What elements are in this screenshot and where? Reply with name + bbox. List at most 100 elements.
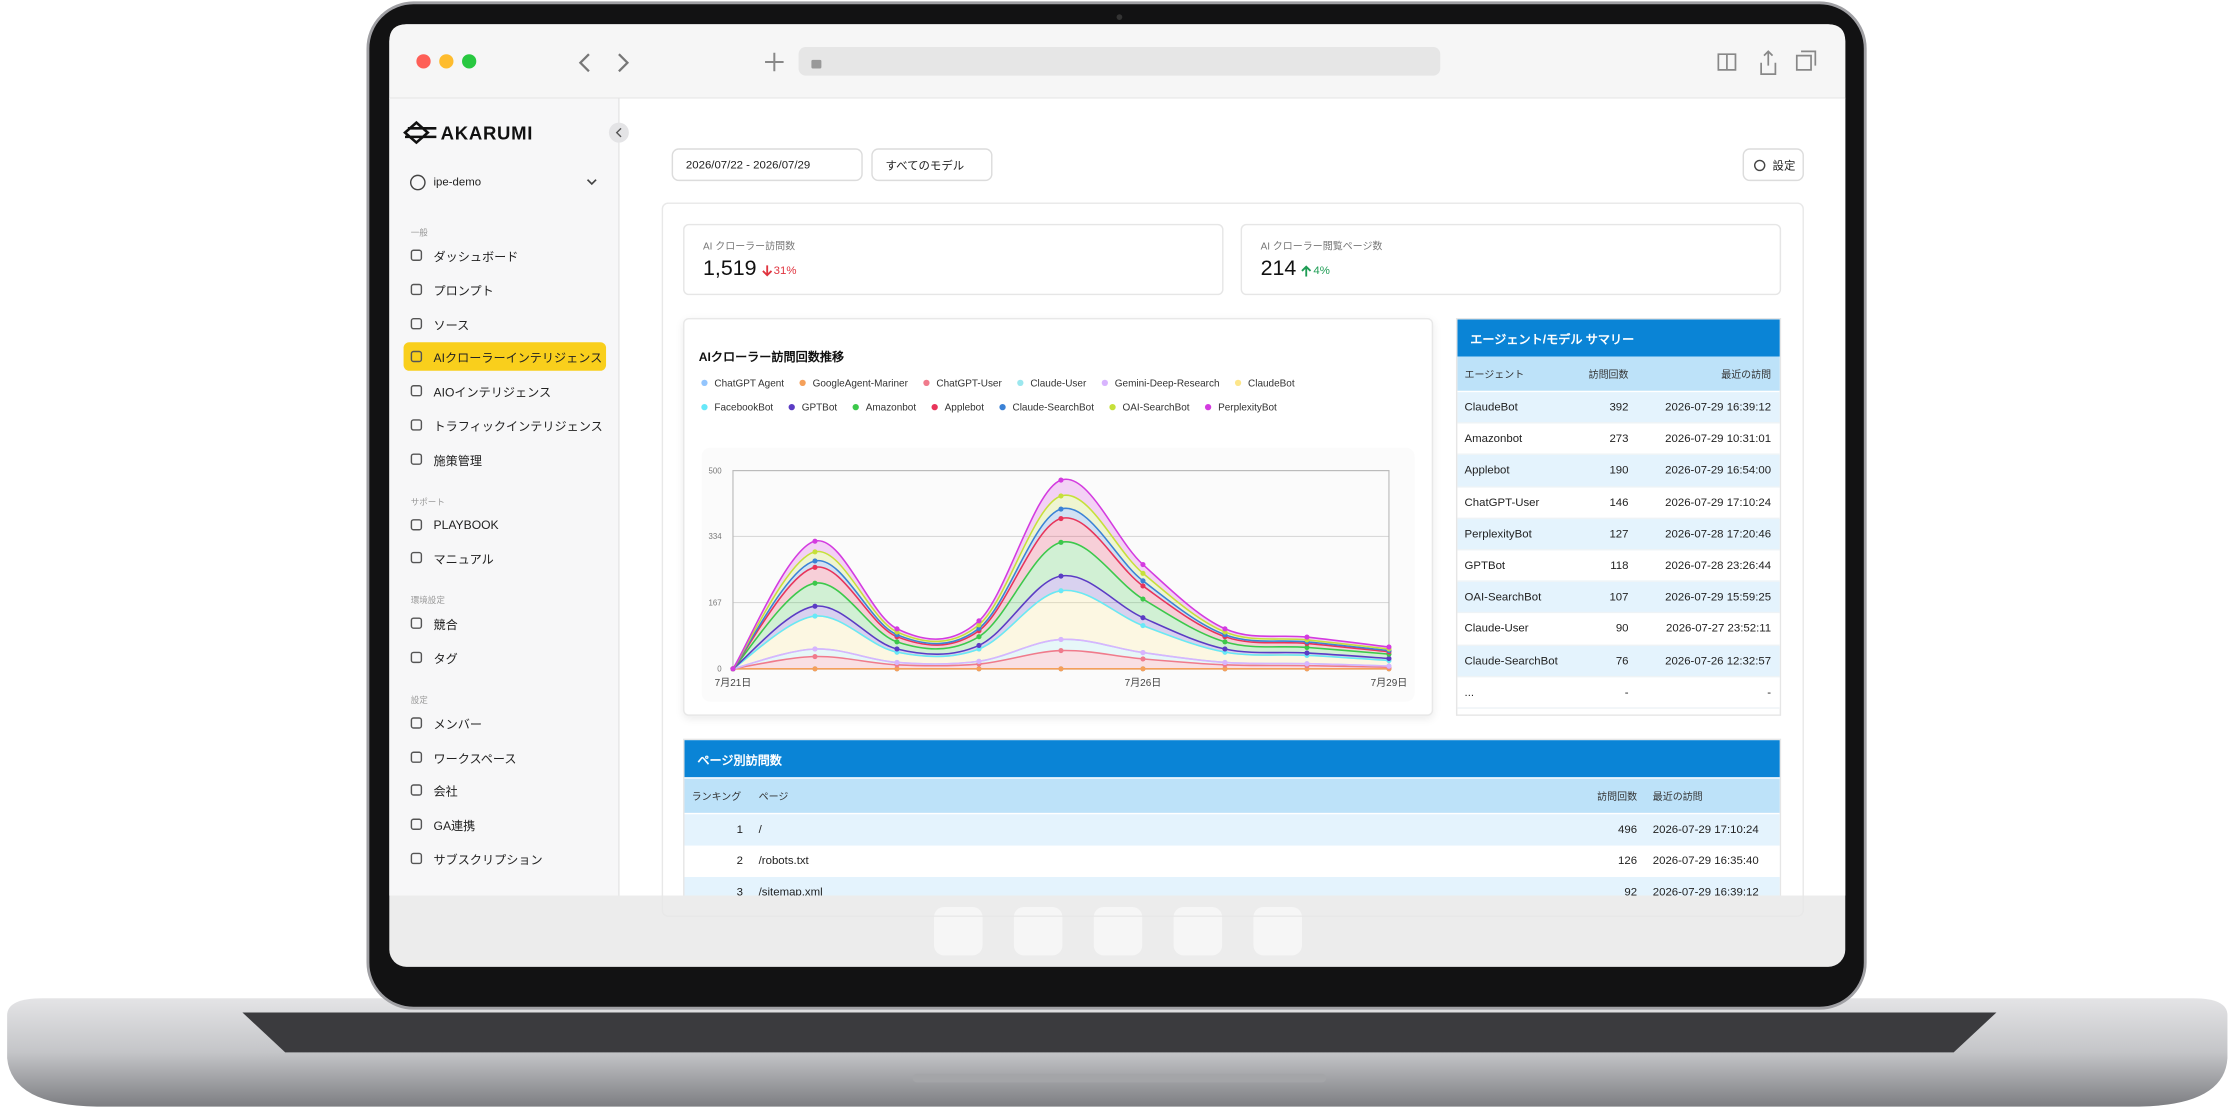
- legend-swatch: [799, 379, 806, 387]
- table-cell: 496: [1618, 822, 1638, 836]
- table-cell: 3: [736, 885, 743, 896]
- legend-swatch: [1234, 379, 1242, 387]
- chart: AIクローラー訪問回数推移 ChatGPT Agent GoogleAgent-Ma…: [699, 349, 1415, 702]
- table-cell: ChatGPT-User: [1464, 495, 1540, 509]
- legend-swatch: [1109, 403, 1116, 411]
- legend-swatch: [1101, 379, 1108, 387]
- nav-icon: [410, 351, 423, 363]
- nav-item[interactable]: AIOインテリジェンス: [433, 385, 552, 400]
- zoom-button[interactable]: [462, 54, 477, 69]
- point: [1386, 655, 1392, 662]
- nav-icon: [410, 552, 423, 564]
- nav-icon: [410, 617, 423, 630]
- active-highlight: [403, 342, 607, 372]
- point: [812, 538, 818, 544]
- settings-button[interactable]: 設定: [1742, 148, 1804, 182]
- account-chevron[interactable]: [586, 179, 597, 186]
- stat-change: 31%: [773, 263, 797, 277]
- legend-swatch: [852, 403, 859, 411]
- url-bar[interactable]: [798, 47, 1441, 76]
- sidebar-bg: [389, 98, 619, 896]
- nav-item[interactable]: 施策管理: [433, 453, 483, 468]
- account[interactable]: ipe-demo: [433, 175, 482, 189]
- table-row: [1457, 487, 1780, 519]
- column-header: ページ: [758, 792, 789, 803]
- table-row: [1457, 423, 1780, 456]
- table-cell: /: [758, 822, 762, 836]
- point: [1058, 648, 1064, 654]
- column-header: 訪問回数: [1597, 792, 1638, 803]
- table-title: エージェント/モデル サマリー: [1470, 332, 1635, 347]
- nav-item[interactable]: ソース: [433, 317, 470, 332]
- date-range[interactable]: 2026/07/22 - 2026/07/29: [671, 148, 863, 182]
- nav-item[interactable]: PLAYBOOK: [433, 517, 499, 532]
- legend-label: GPTBot: [802, 403, 838, 414]
- series-line: [732, 541, 1390, 670]
- stat-change: 4%: [1313, 263, 1330, 277]
- point: [1222, 666, 1228, 672]
- point: [1140, 649, 1146, 656]
- change-arrow: [761, 265, 772, 277]
- table-cell: 2026-07-29 15:59:25: [1665, 590, 1772, 604]
- point: [1058, 588, 1064, 594]
- nav-item[interactable]: マニュアル: [433, 552, 494, 567]
- x-tick-label: 7月29日: [1371, 677, 1408, 689]
- nav-item[interactable]: AIクローラーインテリジェンス: [433, 351, 603, 366]
- point: [1140, 583, 1146, 589]
- point: [1058, 493, 1064, 499]
- legend-label: Claude-SearchBot: [1013, 403, 1095, 414]
- point: [894, 646, 900, 652]
- minimize-button[interactable]: [439, 54, 454, 69]
- point: [976, 642, 982, 648]
- table-cell: 2026-07-29 16:39:12: [1652, 885, 1759, 896]
- close-button[interactable]: [416, 54, 431, 69]
- nav-item[interactable]: メンバー: [433, 716, 483, 732]
- table-cell: 1: [736, 822, 743, 836]
- table-cell: /robots.txt: [758, 854, 809, 868]
- table-cell: 2026-07-28 17:20:46: [1665, 527, 1772, 541]
- chart-card: AIクローラー訪問回数推移 ChatGPT Agent GoogleAgent-Ma…: [683, 318, 1434, 716]
- table-header-bar: [1457, 319, 1780, 357]
- chart-title: AIクローラー訪問回数推移: [699, 349, 844, 364]
- legend-label: Gemini-Deep-Research: [1115, 378, 1220, 389]
- model-filter[interactable]: すべてのモデル: [871, 148, 993, 182]
- point: [894, 659, 900, 666]
- nav-item[interactable]: タグ: [433, 651, 458, 666]
- table-cell: GPTBot: [1464, 558, 1506, 572]
- content-panel: [661, 202, 1804, 917]
- collapse-button[interactable]: [608, 122, 629, 143]
- nav-arrows[interactable]: [578, 53, 630, 73]
- point: [1140, 666, 1146, 672]
- table-cell: 2026-07-29 17:10:24: [1652, 822, 1759, 836]
- nav-item[interactable]: 会社: [433, 784, 458, 800]
- legend-swatch: [701, 403, 708, 411]
- nav-item[interactable]: GA連携: [433, 818, 476, 834]
- point: [812, 666, 818, 672]
- nav-item[interactable]: サブスクリプション: [433, 852, 543, 868]
- page-visits: ページ別訪問数 ランキング ページ 訪問回数 最近の訪問 1 / 496 2026-07-29 …: [683, 738, 1782, 896]
- new-tab[interactable]: [765, 52, 784, 72]
- toolbar-icons[interactable]: [1717, 50, 1817, 76]
- nav-icon: [410, 651, 423, 664]
- table-cell: 107: [1609, 590, 1629, 604]
- point: [1222, 639, 1228, 645]
- point: [1222, 626, 1228, 632]
- point: [976, 658, 982, 664]
- nav-icon: [410, 283, 423, 295]
- nav-icon: [410, 518, 423, 530]
- y-tick-label: 334: [709, 532, 723, 541]
- point: [730, 666, 736, 672]
- nav-item[interactable]: ダッシュボード: [433, 249, 519, 264]
- nav-item[interactable]: トラフィックインテリジェンス: [433, 419, 603, 434]
- column-header: 最近の訪問: [1721, 370, 1772, 381]
- table-cell: ClaudeBot: [1464, 400, 1518, 414]
- point: [812, 653, 818, 660]
- account-icon: [409, 174, 426, 191]
- nav-item[interactable]: 競合: [433, 617, 458, 632]
- table-header-bar: [684, 740, 1780, 778]
- nav-item[interactable]: プロンプト: [433, 283, 494, 298]
- area: [732, 541, 1389, 669]
- nav-item[interactable]: ワークスペース: [433, 750, 517, 766]
- table-row: [1457, 392, 1780, 424]
